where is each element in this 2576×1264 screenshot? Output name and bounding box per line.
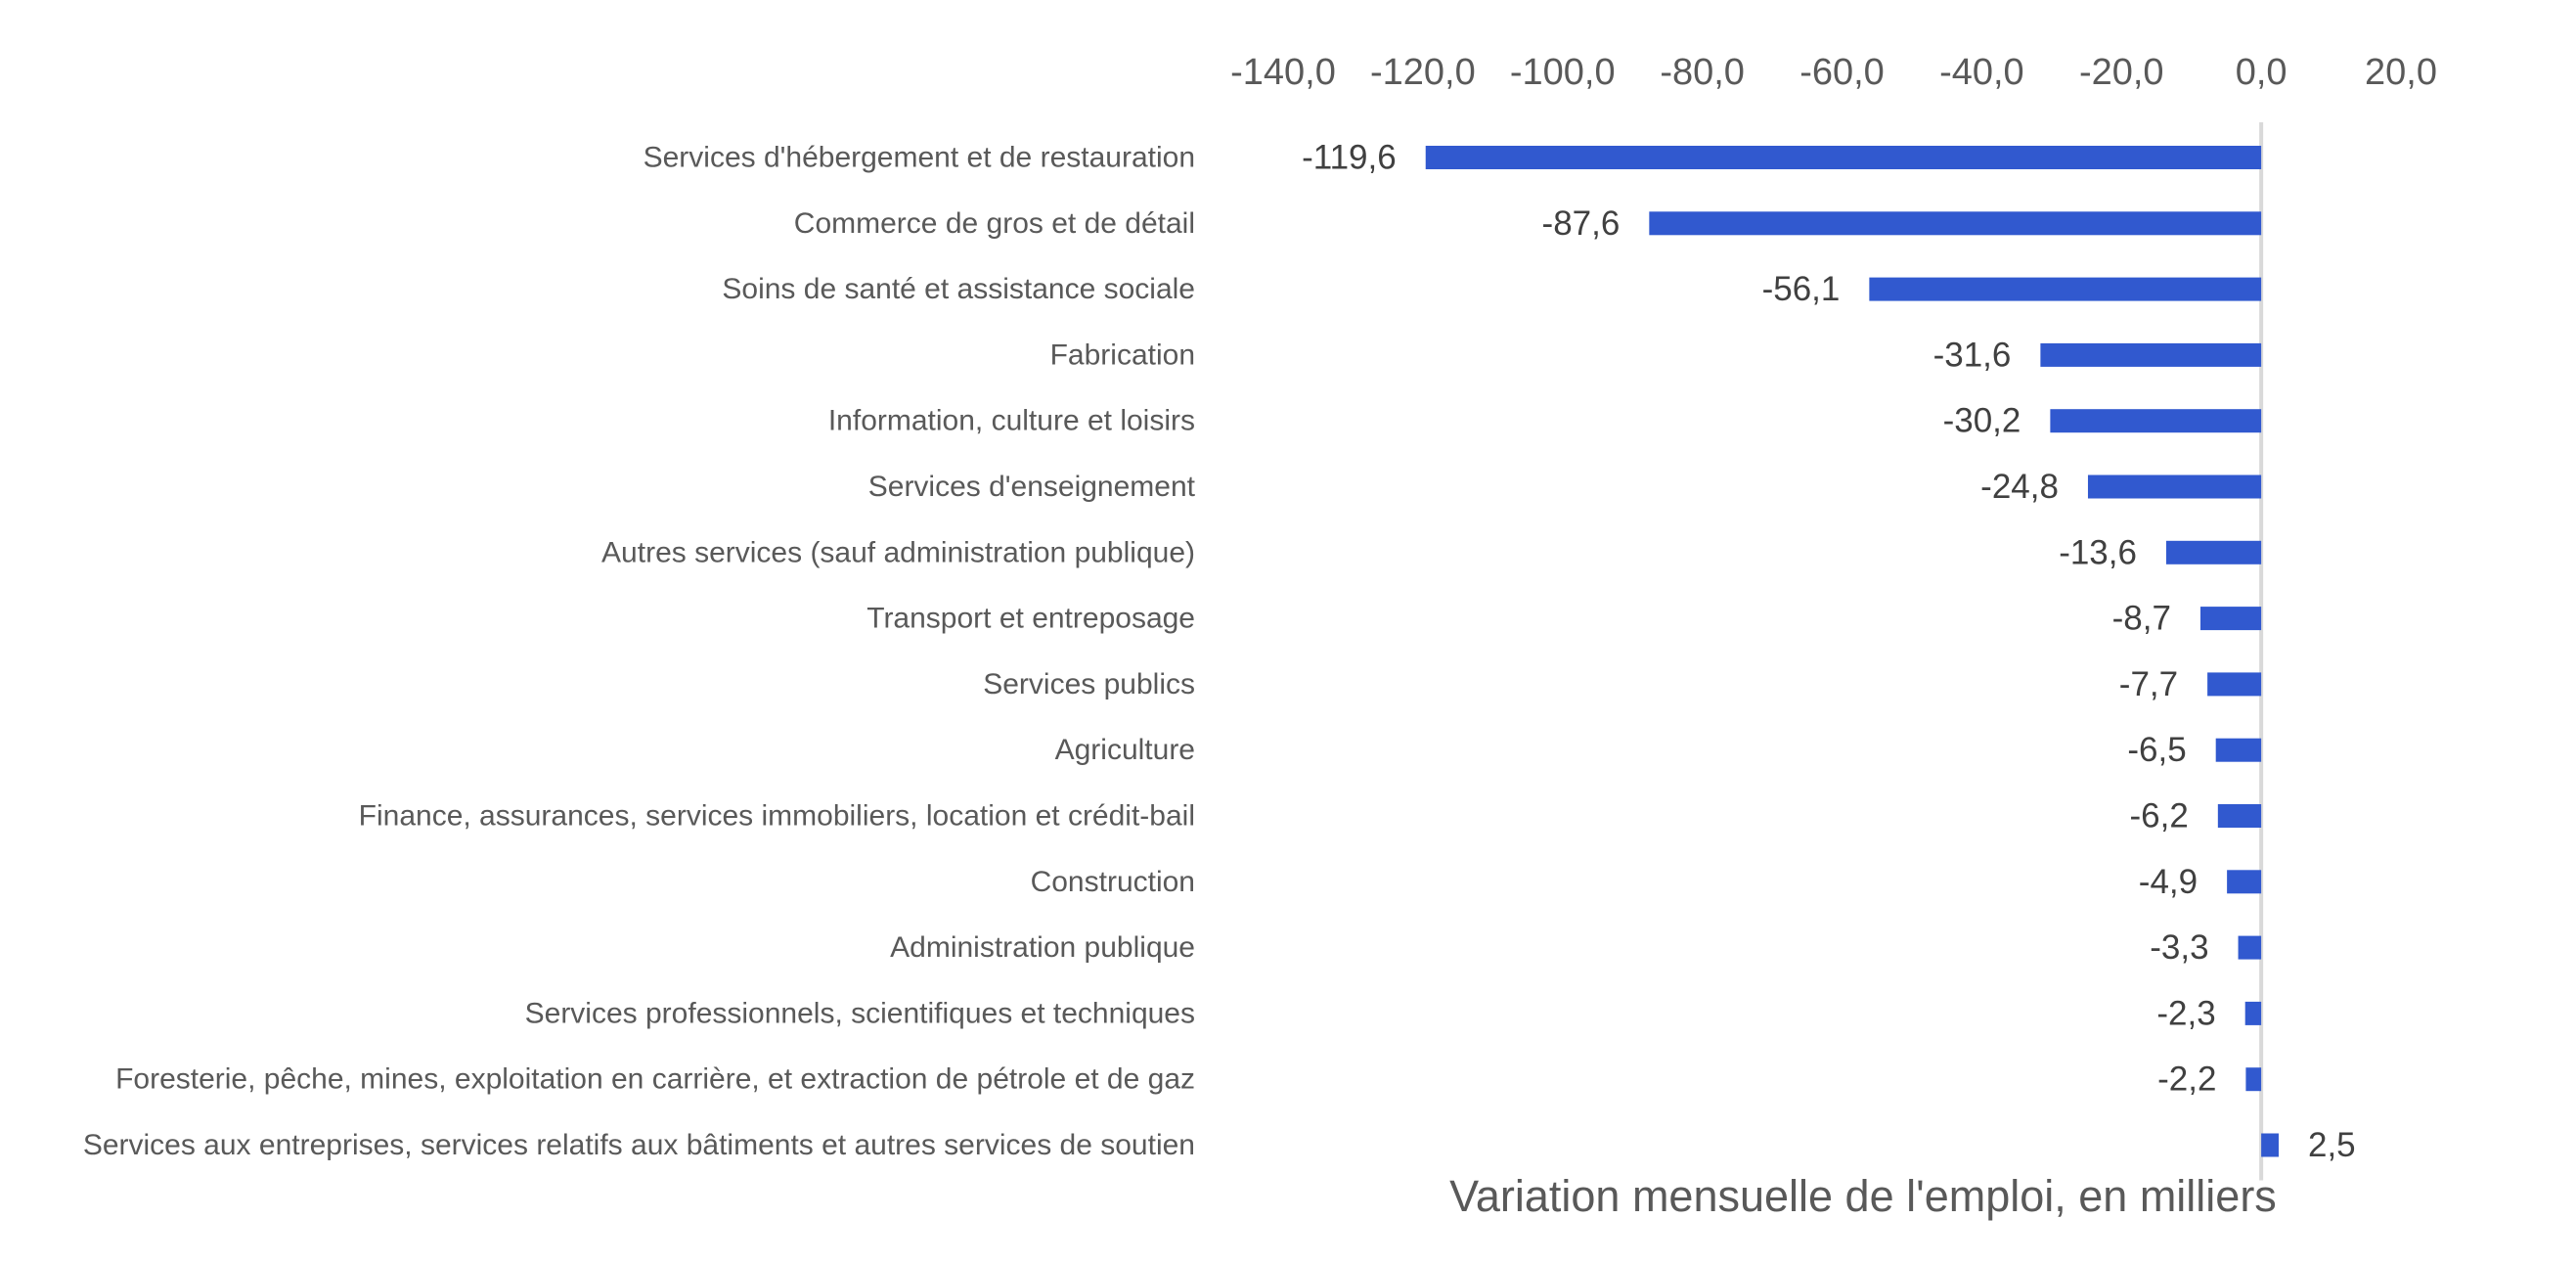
data-label: -119,6 — [1302, 139, 1397, 177]
category-label: Autres services (sauf administration pub… — [601, 536, 1195, 568]
x-tick-label: 0,0 — [2236, 52, 2287, 93]
bar — [2238, 935, 2262, 960]
bar — [2217, 804, 2262, 828]
category-label: Services d'enseignement — [868, 471, 1196, 503]
data-label: -24,8 — [1980, 468, 2059, 506]
category-label: Fabrication — [1050, 339, 1195, 371]
bar — [2207, 672, 2262, 697]
data-label: -3,3 — [2150, 928, 2208, 967]
x-axis-ticks: -140,0 -120,0 -100,0 -80,0 -60,0 -40,0 -20,0 0,… — [1230, 52, 2437, 93]
data-label: -30,2 — [1943, 402, 2021, 440]
bars — [1425, 146, 2279, 1157]
bar — [1425, 146, 2262, 169]
bar — [2165, 540, 2262, 564]
x-axis-title: Variation mensuelle de l'emploi, en mill… — [1449, 1171, 2277, 1221]
category-label: Services aux entreprises, services relat… — [83, 1129, 1195, 1161]
x-tick-label: -80,0 — [1660, 52, 1745, 93]
bar — [2245, 1067, 2262, 1092]
bar — [2261, 1133, 2279, 1157]
bar — [2244, 1001, 2262, 1025]
bar — [1649, 211, 2262, 236]
data-label: 2,5 — [2308, 1126, 2356, 1164]
category-label: Services professionnels, scientifiques e… — [525, 997, 1195, 1029]
category-label: Foresterie, pêche, mines, exploitation e… — [115, 1063, 1195, 1096]
data-label: -31,6 — [1933, 336, 2012, 374]
bar — [2227, 870, 2262, 894]
category-label: Agriculture — [1055, 734, 1195, 766]
category-labels: Services d'hébergement et de restauratio… — [83, 142, 1196, 1162]
bar — [2040, 342, 2262, 367]
bar — [2050, 409, 2262, 433]
bar — [1869, 277, 2262, 301]
data-label: -56,1 — [1762, 270, 1841, 308]
bar — [2199, 607, 2262, 631]
bar — [2215, 738, 2262, 762]
category-label: Finance, assurances, services immobilier… — [359, 800, 1195, 833]
x-tick-label: -20,0 — [2079, 52, 2164, 93]
category-label: Construction — [1031, 866, 1195, 898]
data-label: -87,6 — [1542, 204, 1621, 243]
x-tick-label: -40,0 — [1939, 52, 2024, 93]
data-label: -6,5 — [2127, 731, 2186, 769]
category-label: Services d'hébergement et de restauratio… — [644, 142, 1195, 174]
category-label: Soins de santé et assistance sociale — [722, 273, 1195, 305]
category-label: Commerce de gros et de détail — [794, 207, 1195, 240]
data-label: -2,2 — [2157, 1061, 2216, 1099]
category-label: Transport et entreposage — [866, 603, 1195, 635]
data-label: -6,2 — [2130, 797, 2189, 835]
x-tick-label: 20,0 — [2365, 52, 2437, 93]
x-tick-label: -60,0 — [1799, 52, 1885, 93]
x-tick-label: -120,0 — [1370, 52, 1476, 93]
x-tick-label: -100,0 — [1510, 52, 1616, 93]
data-label: -7,7 — [2119, 665, 2178, 703]
category-label: Services publics — [983, 668, 1195, 700]
value-labels: -119,6 -87,6 -56,1 -31,6 -30,2 -24,8-13,6 -8,7… — [1302, 139, 2356, 1165]
data-label: -13,6 — [2059, 533, 2137, 571]
bar — [2087, 474, 2262, 499]
data-label: -4,9 — [2139, 863, 2198, 901]
category-label: Information, culture et loisirs — [828, 405, 1195, 437]
x-tick-label: -140,0 — [1230, 52, 1336, 93]
data-label: -2,3 — [2156, 994, 2215, 1032]
data-label: -8,7 — [2112, 600, 2171, 638]
category-label: Administration publique — [890, 931, 1195, 964]
